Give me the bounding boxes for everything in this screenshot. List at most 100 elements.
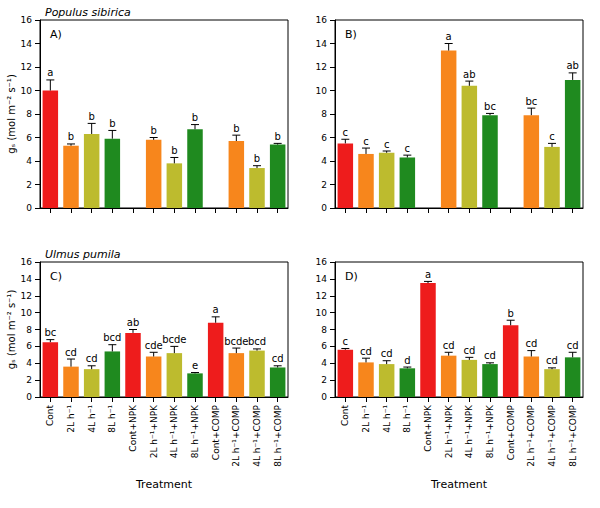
svg-text:bcde: bcde <box>162 334 186 345</box>
svg-text:8: 8 <box>26 325 32 335</box>
svg-text:C): C) <box>50 270 62 283</box>
svg-text:c: c <box>363 136 369 147</box>
svg-text:10: 10 <box>21 308 33 318</box>
svg-text:cd: cd <box>546 355 558 366</box>
svg-text:cd: cd <box>86 353 98 364</box>
svg-text:d: d <box>404 355 410 366</box>
svg-text:Cont+COMP: Cont+COMP <box>506 404 516 460</box>
svg-text:14: 14 <box>21 274 33 284</box>
svg-text:4: 4 <box>26 156 32 166</box>
svg-text:16: 16 <box>21 257 33 267</box>
svg-text:10: 10 <box>21 86 33 96</box>
svg-text:14: 14 <box>21 39 33 49</box>
svg-text:4L h⁻¹+COMP: 4L h⁻¹+COMP <box>547 404 557 466</box>
svg-text:2: 2 <box>26 180 32 190</box>
svg-text:0: 0 <box>26 392 32 402</box>
svg-text:Ulmus pumila: Ulmus pumila <box>45 248 121 261</box>
svg-text:12: 12 <box>21 62 32 72</box>
svg-text:c: c <box>384 139 390 150</box>
svg-text:D): D) <box>345 270 358 283</box>
svg-text:cd: cd <box>360 346 372 357</box>
svg-text:a: a <box>425 269 431 280</box>
svg-text:4: 4 <box>321 358 327 368</box>
svg-text:Cont+NPK: Cont+NPK <box>423 404 433 452</box>
svg-text:cd: cd <box>65 347 77 358</box>
svg-text:bcd: bcd <box>103 332 121 343</box>
svg-text:cd: cd <box>525 338 537 349</box>
svg-text:8: 8 <box>321 109 327 119</box>
svg-text:Cont: Cont <box>45 405 55 426</box>
svg-text:c: c <box>405 143 411 154</box>
svg-text:2L h⁻¹: 2L h⁻¹ <box>361 405 371 433</box>
svg-text:14: 14 <box>316 274 328 284</box>
svg-text:c: c <box>343 127 349 138</box>
svg-text:2L h⁻¹+NPK: 2L h⁻¹+NPK <box>444 404 454 458</box>
svg-text:4: 4 <box>26 358 32 368</box>
svg-text:2: 2 <box>321 375 327 385</box>
svg-text:0: 0 <box>26 203 32 213</box>
svg-text:bc: bc <box>44 327 56 338</box>
svg-text:8L h⁻¹: 8L h⁻¹ <box>402 405 412 433</box>
svg-text:10: 10 <box>316 86 328 96</box>
svg-text:ab: ab <box>127 317 139 328</box>
svg-text:4L h⁻¹+NPK: 4L h⁻¹+NPK <box>464 404 474 458</box>
svg-text:bc: bc <box>525 96 537 107</box>
svg-text:cd: cd <box>272 353 284 364</box>
svg-text:Treatment: Treatment <box>430 478 488 491</box>
svg-text:b: b <box>507 308 513 319</box>
svg-text:4L h⁻¹+NPK: 4L h⁻¹+NPK <box>169 404 179 458</box>
svg-text:ab: ab <box>463 69 475 80</box>
svg-text:e: e <box>192 360 198 371</box>
svg-text:bc: bc <box>484 101 496 112</box>
svg-text:gₛ (mol m⁻² s⁻¹): gₛ (mol m⁻² s⁻¹) <box>6 74 17 154</box>
svg-text:b: b <box>274 131 280 142</box>
svg-text:b: b <box>68 131 74 142</box>
svg-text:16: 16 <box>21 15 33 25</box>
svg-text:8L h⁻¹+NPK: 8L h⁻¹+NPK <box>190 404 200 458</box>
svg-text:a: a <box>446 31 452 42</box>
svg-text:a: a <box>47 67 53 78</box>
svg-text:8L h⁻¹+COMP: 8L h⁻¹+COMP <box>273 404 283 466</box>
svg-text:b: b <box>254 153 260 164</box>
svg-text:0: 0 <box>321 203 327 213</box>
svg-text:8: 8 <box>321 325 327 335</box>
svg-text:12: 12 <box>21 291 32 301</box>
svg-text:8L h⁻¹: 8L h⁻¹ <box>107 405 117 433</box>
svg-text:2L h⁻¹+COMP: 2L h⁻¹+COMP <box>231 404 241 466</box>
svg-text:Populus sibirica: Populus sibirica <box>45 6 131 19</box>
svg-text:b: b <box>88 111 94 122</box>
svg-text:8: 8 <box>26 109 32 119</box>
svg-text:bcde: bcde <box>224 336 248 347</box>
svg-text:Cont+COMP: Cont+COMP <box>211 404 221 460</box>
svg-text:4L h⁻¹: 4L h⁻¹ <box>87 405 97 433</box>
svg-text:b: b <box>233 123 239 134</box>
svg-text:cd: cd <box>381 348 393 359</box>
svg-text:8L h⁻¹+COMP: 8L h⁻¹+COMP <box>568 404 578 466</box>
svg-text:6: 6 <box>26 341 32 351</box>
svg-text:bcd: bcd <box>248 336 266 347</box>
svg-text:6: 6 <box>26 133 32 143</box>
svg-text:b: b <box>192 112 198 123</box>
svg-text:cd: cd <box>463 345 475 356</box>
svg-text:12: 12 <box>316 291 327 301</box>
svg-text:16: 16 <box>316 15 328 25</box>
svg-text:Cont+NPK: Cont+NPK <box>128 404 138 452</box>
svg-text:c: c <box>343 336 349 347</box>
svg-text:B): B) <box>345 28 357 41</box>
svg-text:4: 4 <box>321 156 327 166</box>
svg-text:2L h⁻¹+COMP: 2L h⁻¹+COMP <box>526 404 536 466</box>
svg-text:8L h⁻¹+NPK: 8L h⁻¹+NPK <box>485 404 495 458</box>
svg-text:0: 0 <box>321 392 327 402</box>
svg-text:4L h⁻¹+COMP: 4L h⁻¹+COMP <box>252 404 262 466</box>
svg-text:cd: cd <box>484 350 496 361</box>
svg-text:b: b <box>109 118 115 129</box>
svg-text:cd: cd <box>443 340 455 351</box>
svg-text:gₛ (mol m⁻² s⁻¹): gₛ (mol m⁻² s⁻¹) <box>6 290 17 370</box>
svg-text:Cont: Cont <box>340 405 350 426</box>
svg-text:14: 14 <box>316 39 328 49</box>
svg-text:6: 6 <box>321 133 327 143</box>
svg-text:4L h⁻¹: 4L h⁻¹ <box>382 405 392 433</box>
svg-text:ab: ab <box>566 60 578 71</box>
svg-text:2L h⁻¹+NPK: 2L h⁻¹+NPK <box>149 404 159 458</box>
svg-text:2: 2 <box>26 375 32 385</box>
